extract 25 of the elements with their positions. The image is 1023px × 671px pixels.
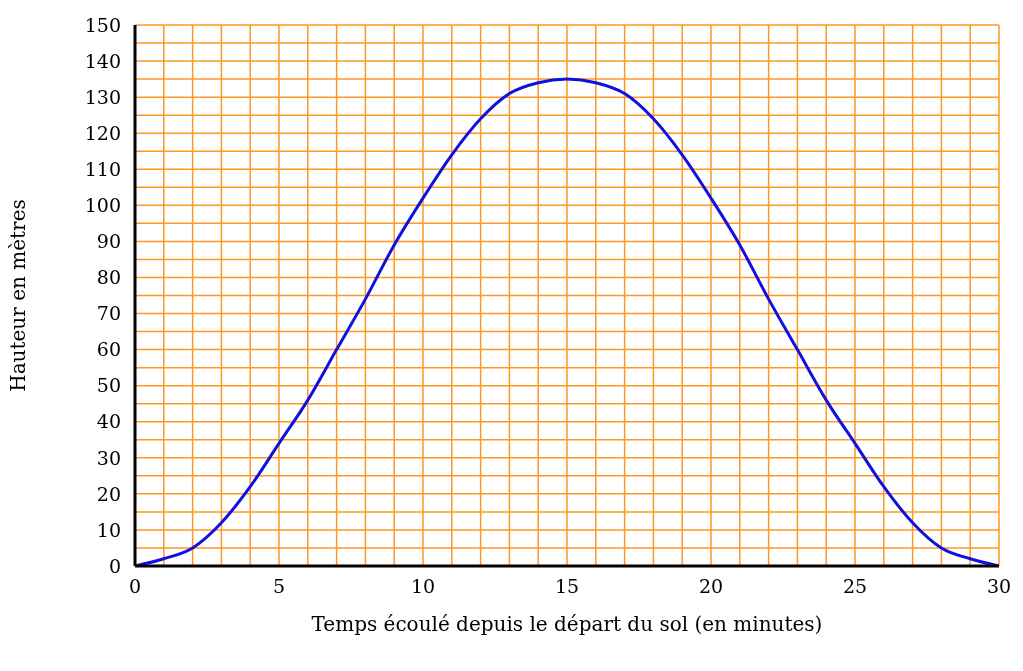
y-tick-label: 100 [84, 194, 121, 217]
y-tick-label: 90 [96, 230, 121, 253]
y-axis-title: Hauteur en mètres [6, 199, 31, 392]
y-tick-label: 110 [84, 158, 121, 181]
y-tick-label: 140 [84, 49, 121, 72]
x-tick-label: 15 [554, 575, 580, 598]
x-tick-label: 30 [986, 575, 1012, 598]
y-tick-label: 60 [96, 338, 121, 361]
y-tick-label: 80 [96, 266, 121, 289]
y-tick-label: 130 [84, 85, 121, 108]
x-axis-title: Temps écoulé depuis le départ du sol (en minutes) [311, 612, 823, 636]
y-tick-label: 50 [96, 374, 121, 397]
y-tick-label: 40 [96, 410, 121, 433]
x-tick-label: 20 [698, 575, 724, 598]
y-tick-label: 10 [96, 518, 121, 541]
x-tick-label: 25 [842, 575, 868, 598]
y-tick-label: 30 [96, 446, 121, 469]
x-tick-label: 10 [410, 575, 436, 598]
y-tick-label: 20 [96, 482, 121, 505]
x-tick-label: 0 [128, 575, 142, 598]
x-tick-label: 5 [272, 575, 286, 598]
y-tick-label: 70 [96, 302, 121, 325]
y-tick-label: 0 [108, 554, 121, 577]
y-tick-label: 120 [84, 121, 121, 144]
y-tick-label: 150 [84, 13, 121, 36]
